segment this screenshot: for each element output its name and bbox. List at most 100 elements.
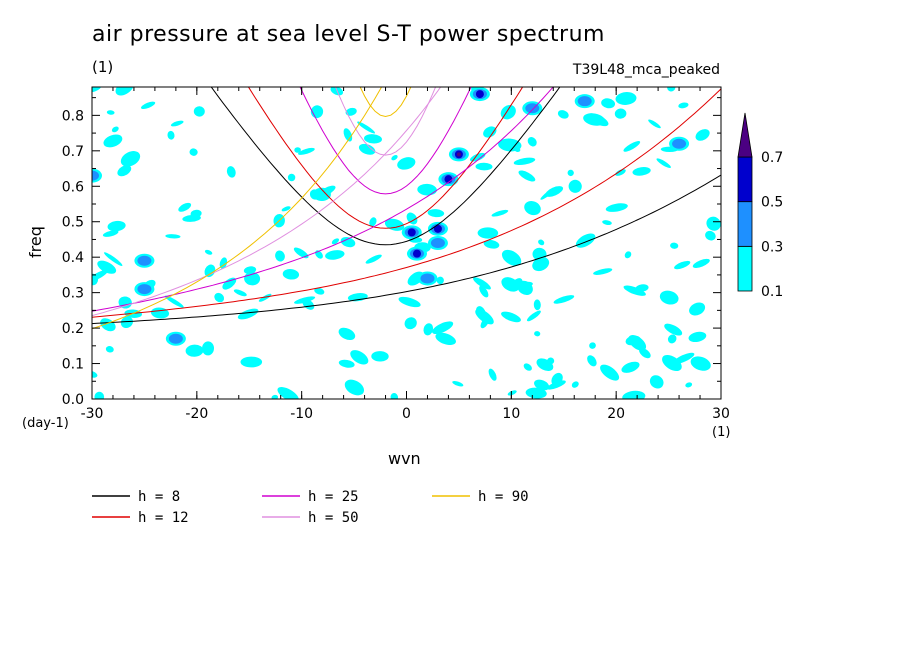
contour-patch (94, 391, 105, 399)
contour-patch (404, 317, 417, 330)
contour-patch (345, 107, 357, 116)
y-tick-label: 0.0 (62, 392, 84, 408)
contour-patch (501, 311, 521, 323)
dispersion-curve-kelvin (92, 88, 721, 318)
contour-patch (589, 342, 596, 349)
contour-patch (538, 239, 545, 246)
x-tick-label: 10 (502, 406, 520, 422)
dispersion-curve-kelvin (92, 87, 554, 312)
x-tick-label: -20 (185, 406, 208, 422)
dispersion-curve-ig (299, 87, 472, 195)
contour-patch (331, 238, 340, 245)
contour-patch (189, 148, 198, 156)
contour-patch (568, 179, 582, 193)
contour-patch (277, 387, 299, 399)
x-axis-label: wvn (388, 449, 421, 468)
colorbar-extend-arrow (737, 112, 753, 158)
contour-patch (106, 110, 115, 115)
dispersion-curve-ig (247, 87, 524, 229)
contour-patch (258, 293, 272, 302)
peak-mid (137, 255, 152, 266)
contour-patch (103, 134, 123, 148)
contour-patch (309, 189, 320, 200)
contour-patch (315, 250, 323, 259)
contour-patch (222, 277, 237, 290)
peak-core (407, 228, 416, 237)
contour-patch (514, 147, 521, 152)
peak-mid (430, 238, 445, 248)
y-tick-label: 0.4 (62, 250, 84, 266)
contour-patch (282, 269, 300, 280)
contour-patch (523, 363, 532, 371)
contour-patch (507, 390, 517, 396)
contour-patch (685, 382, 693, 388)
contour-patch (294, 147, 301, 153)
contour-patch (689, 302, 706, 316)
peak-mid (672, 138, 687, 149)
contour-patch (371, 351, 389, 362)
contour-patch (120, 316, 133, 329)
contour-patch (500, 104, 516, 120)
colorbar-label: 0.7 (761, 150, 783, 166)
dispersion-curves (92, 87, 721, 330)
contour-patch (511, 278, 523, 290)
contour-patch (204, 249, 213, 255)
contour-patch (623, 285, 646, 296)
peak-max (456, 152, 461, 157)
contour-patch (601, 98, 616, 109)
contour-fill-layer (92, 87, 721, 399)
contour-patch (214, 292, 225, 303)
contour-patch (436, 276, 444, 285)
contour-patch (587, 355, 597, 367)
contour-patch (670, 242, 679, 249)
contour-patch (639, 348, 651, 359)
legend-label: h = 12 (138, 510, 189, 526)
contour-patch (688, 331, 707, 343)
contour-patch (298, 147, 315, 155)
contour-patch (390, 393, 399, 399)
peak-mid (168, 333, 183, 344)
contour-patch (553, 295, 575, 304)
contour-patch (432, 321, 454, 334)
contour-patch (406, 212, 418, 225)
contour-patch (587, 113, 609, 127)
contour-patch (557, 110, 569, 119)
contour-patch (338, 327, 356, 341)
contour-patch (518, 170, 536, 182)
contour-patch (397, 157, 416, 170)
peak-mid (577, 96, 592, 107)
chart-title: air pressure at sea level S-T power spec… (92, 22, 605, 47)
contour-patch (97, 260, 117, 274)
y-tick-label: 0.5 (62, 215, 84, 231)
contour-patch (664, 323, 683, 336)
contour-patch (475, 162, 493, 171)
contour-patch (105, 346, 114, 353)
contour-patch (423, 323, 434, 336)
contour-patch (417, 183, 437, 196)
contour-patch (427, 209, 445, 218)
contour-patch (551, 372, 563, 386)
contour-patch (310, 105, 324, 119)
contour-patch (391, 155, 398, 161)
contour-patch (622, 390, 646, 399)
y-tick-label: 0.3 (62, 286, 84, 302)
dispersion-curve-ig (210, 87, 561, 246)
contour-patch (534, 331, 541, 337)
dispersion-curve-ig (359, 87, 412, 118)
contour-patch (340, 236, 356, 248)
contour-patch (706, 216, 721, 231)
contour-patch (325, 250, 345, 260)
dispersion-curve-kelvin (92, 87, 442, 317)
contour-patch (536, 358, 554, 372)
y-tick-label: 0.6 (62, 179, 84, 195)
contour-patch (524, 201, 541, 216)
contour-patch (107, 220, 126, 232)
dispersion-curve-kelvin (92, 174, 721, 325)
contour-patch (357, 121, 375, 134)
contour-patch (365, 254, 382, 264)
colorbar: 0.1 0.3 0.5 0.7 (737, 112, 783, 300)
contour-patch (150, 307, 170, 319)
contour-patch (692, 258, 710, 268)
peak-mid (92, 170, 99, 181)
contour-patch (469, 152, 486, 162)
